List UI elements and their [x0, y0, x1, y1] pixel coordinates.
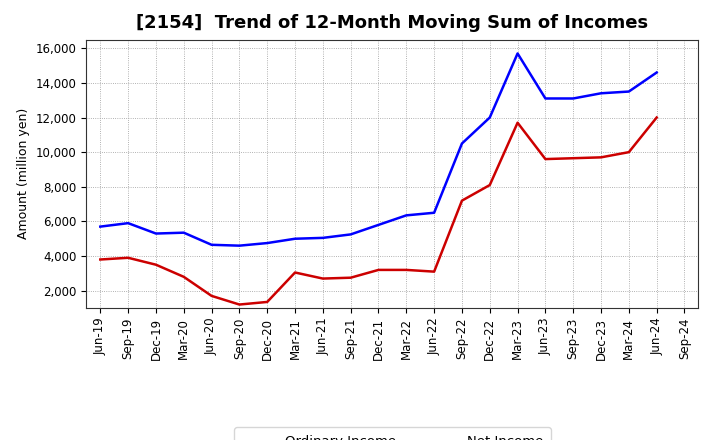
Net Income — [541, 157, 550, 162]
Ordinary Income — [513, 51, 522, 56]
Net Income — [569, 156, 577, 161]
Net Income — [179, 274, 188, 279]
Net Income — [235, 302, 243, 307]
Ordinary Income — [263, 240, 271, 246]
Net Income — [318, 276, 327, 281]
Net Income — [652, 115, 661, 120]
Net Income — [124, 255, 132, 260]
Net Income — [346, 275, 355, 280]
Net Income — [485, 183, 494, 188]
Ordinary Income — [235, 243, 243, 248]
Ordinary Income — [318, 235, 327, 241]
Net Income — [402, 267, 410, 272]
Ordinary Income — [430, 210, 438, 216]
Ordinary Income — [458, 141, 467, 146]
Ordinary Income — [207, 242, 216, 247]
Net Income — [152, 262, 161, 268]
Ordinary Income — [597, 91, 606, 96]
Legend: Ordinary Income, Net Income: Ordinary Income, Net Income — [234, 427, 551, 440]
Ordinary Income — [624, 89, 633, 94]
Net Income — [207, 293, 216, 298]
Ordinary Income — [179, 230, 188, 235]
Ordinary Income — [652, 70, 661, 75]
Ordinary Income — [152, 231, 161, 236]
Net Income — [291, 270, 300, 275]
Net Income — [513, 120, 522, 125]
Title: [2154]  Trend of 12-Month Moving Sum of Incomes: [2154] Trend of 12-Month Moving Sum of I… — [136, 15, 649, 33]
Line: Ordinary Income: Ordinary Income — [100, 53, 657, 246]
Ordinary Income — [374, 222, 383, 227]
Net Income — [263, 299, 271, 304]
Line: Net Income: Net Income — [100, 117, 657, 304]
Net Income — [624, 150, 633, 155]
Ordinary Income — [124, 220, 132, 226]
Ordinary Income — [485, 115, 494, 120]
Net Income — [458, 198, 467, 203]
Net Income — [96, 257, 104, 262]
Net Income — [374, 267, 383, 272]
Ordinary Income — [96, 224, 104, 229]
Net Income — [430, 269, 438, 274]
Ordinary Income — [541, 96, 550, 101]
Y-axis label: Amount (million yen): Amount (million yen) — [17, 108, 30, 239]
Ordinary Income — [569, 96, 577, 101]
Ordinary Income — [402, 213, 410, 218]
Net Income — [597, 155, 606, 160]
Ordinary Income — [346, 232, 355, 237]
Ordinary Income — [291, 236, 300, 242]
